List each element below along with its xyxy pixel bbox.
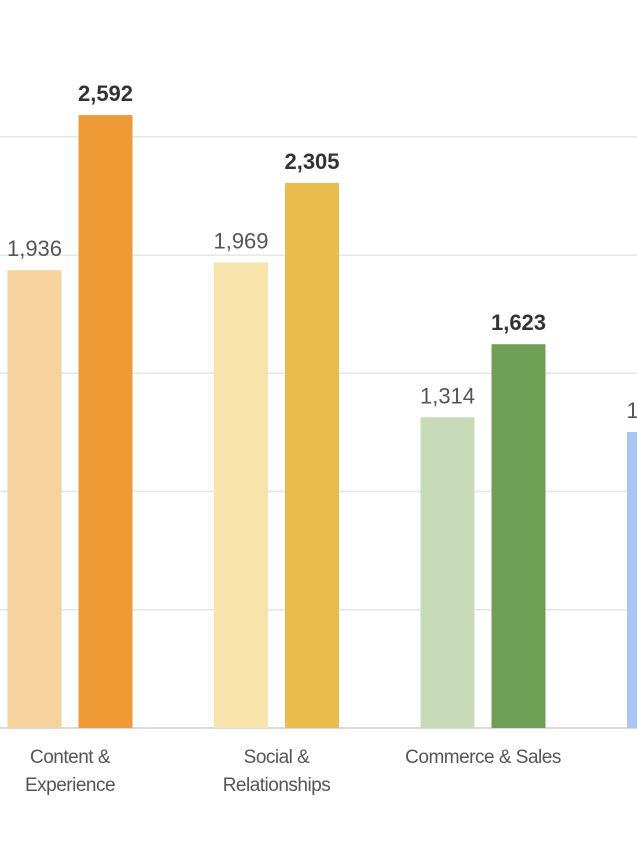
value-label: 2,592 xyxy=(78,81,133,106)
x-tick-label: Social & Relationships xyxy=(222,747,331,796)
value-label: 2,305 xyxy=(284,149,339,174)
bar xyxy=(214,262,268,728)
value-label: 1,936 xyxy=(7,236,62,261)
value-label: 1,314 xyxy=(420,383,475,408)
x-tick-label: Commerce & Sales xyxy=(405,747,561,768)
bar xyxy=(78,115,133,729)
bar xyxy=(7,270,62,728)
x-tick-label: Content & Experience xyxy=(24,747,116,796)
bar xyxy=(285,182,339,728)
value-label: 1,969 xyxy=(213,228,268,253)
bar xyxy=(627,431,637,728)
bar xyxy=(491,344,546,728)
bar xyxy=(420,417,475,728)
value-label: 1,252 xyxy=(626,398,637,423)
value-label: 1,623 xyxy=(491,310,546,335)
